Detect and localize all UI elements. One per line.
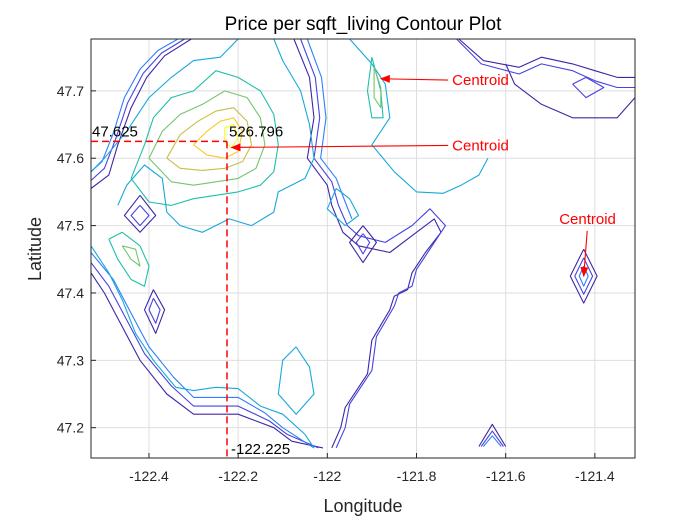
contour-line-level-2: [90, 252, 315, 449]
y-tick-label: 47.4: [57, 285, 84, 301]
contour-line-level-0: [90, 272, 324, 449]
contour-line-level-0: [293, 38, 442, 449]
contour-line-level-3: [326, 188, 360, 227]
x-tick-label: -121.4: [575, 468, 615, 484]
crosshair-latitude-label: 47.625: [92, 123, 138, 140]
y-tick-label: 47.7: [57, 83, 84, 99]
contour-line-level-1: [90, 262, 319, 449]
contour-line-level-0: [143, 289, 166, 334]
contour-line-level-7: [193, 117, 244, 159]
x-axis-label: Longitude: [323, 496, 402, 516]
contour-line-level-4: [366, 57, 384, 119]
centroid-arrow: [230, 143, 449, 152]
centroid-label: Centroid: [559, 211, 616, 228]
x-tick-label: -122.2: [218, 468, 258, 484]
contour-line-level-2: [306, 38, 353, 220]
contour-line-level-5: [121, 245, 141, 267]
centroid-label: Centroid: [452, 137, 509, 154]
contour-line-level-1: [456, 38, 635, 89]
y-tick-label: 47.5: [57, 218, 84, 234]
y-tick-label: 47.6: [57, 150, 84, 166]
contour-line-level-0: [478, 423, 507, 447]
contour-line-level-1: [148, 298, 161, 324]
contour-line-level-1: [574, 257, 594, 295]
contour-line-level-2: [482, 435, 502, 447]
grid-lines: [91, 39, 635, 458]
x-tick-label: -121.8: [397, 468, 437, 484]
crosshair: 47.625 526.796 -122.225: [91, 123, 290, 458]
contour-line-level-1: [300, 38, 447, 449]
contour-line-level-3: [90, 38, 239, 173]
contour-line-level-3: [90, 245, 315, 449]
y-tick-label: 47.2: [57, 420, 84, 436]
contour-line-level-0: [90, 38, 192, 189]
axis-ticks: -122.4 -122.2 -122 -121.8 -121.6 -121.4 47.2 47…: [57, 83, 615, 484]
contour-line-level-1: [355, 233, 371, 255]
centroid-arrow: [580, 230, 589, 278]
contour-line-level-5: [148, 90, 266, 186]
contour-line-level-2: [90, 38, 179, 173]
contour-line-level-0: [123, 194, 157, 233]
contour-line-level-4: [108, 231, 150, 287]
y-tick-label: 47.3: [57, 352, 84, 368]
contour-line-level-3: [349, 38, 489, 194]
contour-line-level-3: [117, 38, 315, 233]
contour-line-level-5: [373, 67, 382, 109]
contour-line-level-1: [480, 430, 504, 447]
contour-line-level-1: [90, 38, 185, 181]
contour-line-level-6: [166, 107, 253, 171]
y-axis-label: Latitude: [25, 217, 45, 281]
contour-line-level-0: [569, 248, 598, 304]
plot-area-frame: [90, 38, 636, 459]
contour-line-level-1: [572, 76, 605, 99]
x-tick-label: -121.6: [486, 468, 526, 484]
centroid-annotations: Centroid Centroid Centroid: [230, 72, 616, 278]
centroid-arrow: [379, 74, 449, 83]
contour-line-level-3: [277, 346, 315, 415]
chart-title: Price per sqft_living Contour Plot: [225, 14, 502, 35]
contour-line-level-0: [349, 225, 377, 264]
contour-line-level-0: [505, 63, 636, 119]
x-tick-label: -122.4: [129, 468, 169, 484]
x-tick-label: -122: [313, 468, 341, 484]
contour-line-level-1: [130, 205, 150, 227]
contour-line-level-8: [224, 124, 239, 149]
contour-line-level-4: [130, 70, 279, 206]
contour-line-level-0: [458, 38, 635, 78]
contour-lines: [90, 38, 636, 449]
centroid-label: Centroid: [452, 72, 509, 89]
crosshair-value-label: 526.796: [229, 123, 283, 140]
crosshair-longitude-label: -122.225: [231, 441, 290, 458]
